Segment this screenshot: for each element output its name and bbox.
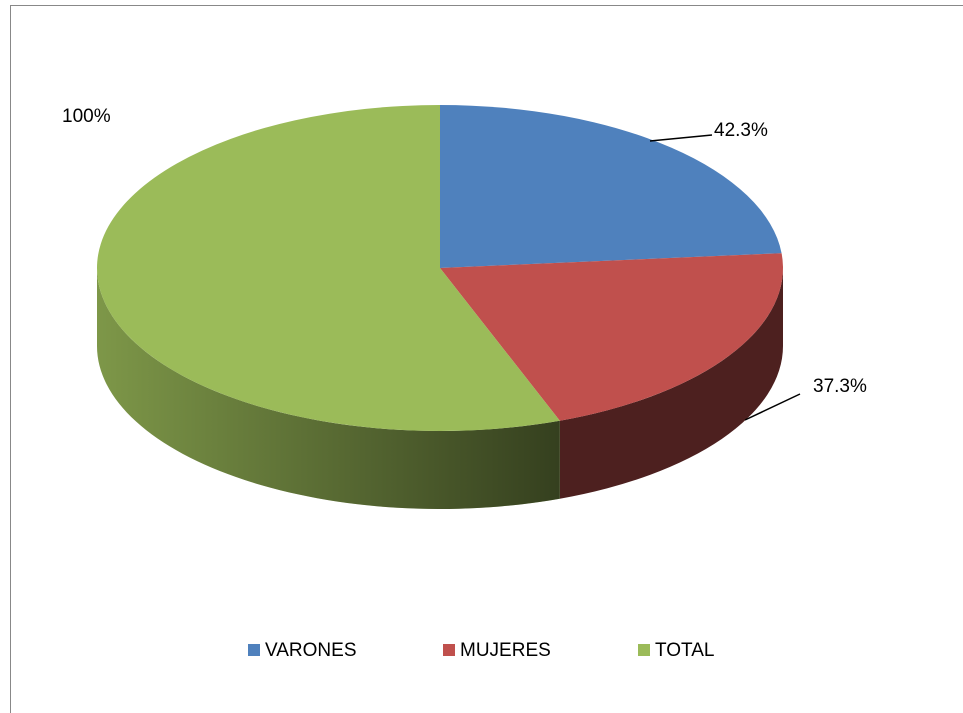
legend-label: MUJERES xyxy=(460,640,551,661)
data-label: 37.3% xyxy=(813,376,867,397)
slice-side-shade xyxy=(97,268,560,509)
slice-side xyxy=(559,268,783,499)
legend-swatch xyxy=(443,644,455,656)
slice xyxy=(97,105,560,431)
data-label: 100% xyxy=(62,106,111,127)
leader-line xyxy=(744,393,801,421)
legend-label: TOTAL xyxy=(655,640,714,661)
legend: VARONES MUJERES TOTAL xyxy=(248,640,714,661)
pie: 42.3% 37.3% 100% xyxy=(62,105,867,509)
legend-label: VARONES xyxy=(265,640,357,661)
data-label: 42.3% xyxy=(714,120,768,141)
legend-swatch xyxy=(638,644,650,656)
slice xyxy=(440,253,783,421)
leader-line xyxy=(649,134,713,142)
legend-swatch xyxy=(248,644,260,656)
slice xyxy=(440,105,782,268)
